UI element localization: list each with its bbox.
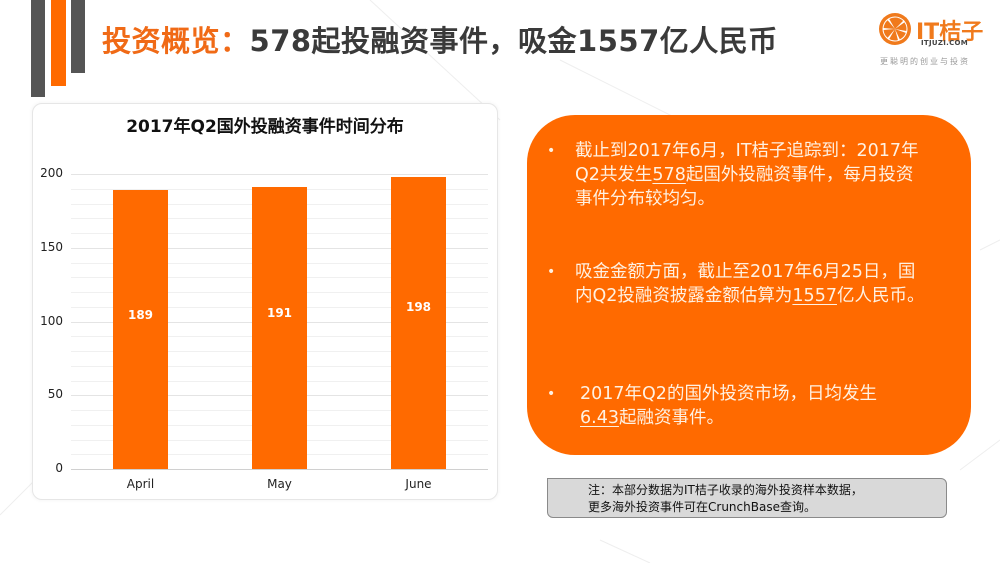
decorative-bar-gray-left [31, 0, 45, 97]
y-axis-tick: 200 [40, 166, 63, 180]
chart-title: 2017年Q2国外投融资事件时间分布 [126, 117, 404, 137]
decorative-bar-gray-right [71, 0, 85, 73]
bar-june: 198 [391, 176, 446, 469]
y-axis-tick: 50 [47, 387, 63, 402]
plot-area: 0 50 100 150 200 189 April 191 May 198 June [40, 166, 488, 491]
page-title-accent: 投资概览： [102, 24, 250, 58]
summary-box: • 截止到2017年6月，IT桔子追踪到：2017年Q2共发生578起国外投融资… [527, 115, 971, 455]
bullet-icon: • [547, 143, 556, 159]
footnote-line-2: 更多海外投资事件可在CrunchBase查询。 [588, 500, 816, 514]
y-axis-tick: 100 [40, 313, 63, 328]
x-axis-tick: June [405, 477, 432, 491]
page-title-main: 578起投融资事件，吸金1557亿人民币 [249, 24, 778, 58]
bar-data-label: 191 [266, 306, 293, 321]
x-axis-tick: April [126, 477, 155, 491]
logo-slogan: 更聪明的创业与投资 [880, 57, 970, 66]
footnote-box: 注：本部分数据为IT桔子收录的海外投资样本数据， 更多海外投资事件可在Crunc… [547, 478, 947, 518]
logo-domain: ITJUZI.COM [921, 39, 969, 47]
itjuzi-logo: IT桔子 ITJUZI.COM 更聪明的创业与投资 [866, 8, 986, 68]
bar-data-label: 189 [127, 307, 154, 322]
bullet-icon: • [547, 264, 556, 280]
bar-april: 189 [113, 190, 168, 469]
summary-item-1: • 截止到2017年6月，IT桔子追踪到：2017年Q2共发生578起国外投融资… [547, 141, 919, 209]
chart-card: 2017年Q2国外投融资事件时间分布 0 50 100 150 200 189 April 1… [32, 103, 498, 500]
bar-data-label: 198 [405, 300, 432, 315]
bar-may: 191 [252, 187, 307, 469]
highlight-value: 1557 [792, 286, 837, 306]
highlight-value: 6.43 [580, 408, 619, 428]
gridline [71, 174, 488, 175]
y-axis-tick: 150 [40, 239, 63, 254]
summary-item-3: • 2017年Q2的国外投资市场，日均发生6.43起融资事件。 [547, 384, 877, 428]
y-axis-tick: 0 [55, 461, 63, 475]
highlight-value: 578 [652, 165, 686, 185]
footnote-line-1: 注：本部分数据为IT桔子收录的海外投资样本数据， [588, 483, 863, 497]
orange-slice-icon [879, 13, 911, 45]
x-axis-line [71, 469, 488, 470]
logo-name: IT桔子 [916, 20, 984, 45]
summary-item-2: • 吸金金额方面，截止至2017年6月25日，国内Q2投融资披露金额估算为155… [547, 262, 925, 306]
bullet-icon: • [547, 386, 556, 402]
decorative-bar-orange [51, 0, 66, 86]
page-title: 投资概览：578起投融资事件，吸金1557亿人民币 [102, 18, 778, 60]
x-axis-tick: May [267, 477, 292, 491]
